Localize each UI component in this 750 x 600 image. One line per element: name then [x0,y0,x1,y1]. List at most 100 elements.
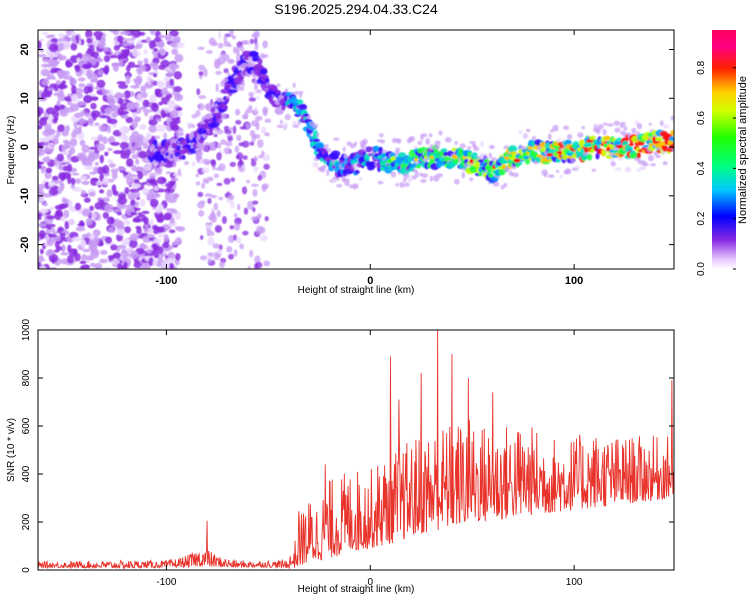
noise-blob [202,178,208,183]
ridge-core [456,152,461,158]
ridge-core [527,146,533,150]
halo-blob [247,42,251,46]
noise-blob [67,254,74,264]
noise-blob [112,63,119,72]
noise-blob [253,166,259,173]
noise-blob [200,200,206,205]
noise-blob [38,223,47,227]
noise-blob [57,93,66,102]
noise-blob [126,40,134,44]
noise-blob [197,46,205,50]
noise-blob [122,171,128,176]
halo-blob [525,128,531,133]
noise-blob [42,202,48,207]
noise-blob [175,226,181,230]
noise-blob [255,261,263,269]
halo-blob [294,90,300,95]
y-tick-label: -20 [19,237,31,253]
noise-blob [160,59,170,68]
noise-blob [223,68,229,74]
noise-blob [217,42,224,49]
noise-blob [81,180,90,185]
noise-blob [79,265,85,269]
noise-blob [134,140,141,150]
noise-blob [249,141,255,146]
halo-blob [566,134,573,140]
noise-blob [166,171,171,175]
noise-blob [45,35,52,39]
noise-blob [46,238,55,246]
noise-blob [83,197,91,203]
noise-blob [40,68,50,77]
halo-blob [454,140,458,146]
noise-blob [49,69,57,74]
noise-blob [250,216,259,221]
noise-blob [250,160,257,167]
noise-blob [97,40,106,49]
ridge-core [524,156,530,160]
noise-blob [95,143,106,152]
noise-blob [65,107,75,113]
noise-blob [256,225,263,235]
halo-blob [639,165,647,171]
ridge-blob [296,99,304,105]
noise-blob [134,207,141,211]
noise-blob [149,94,157,103]
noise-blob [48,43,59,53]
halo-blob [602,128,607,136]
noise-blob [234,217,242,225]
noise-blob [40,165,46,174]
noise-blob [124,149,132,156]
spectrogram-y-ticks: -20 -10 0 10 20 [19,43,674,253]
noise-blob [155,118,162,122]
noise-blob [204,223,213,230]
noise-blob [201,182,206,189]
noise-blob [117,196,128,205]
halo-blob [563,125,570,131]
noise-blob [135,225,142,230]
noise-blob [64,125,70,133]
halo-blob [461,171,466,179]
noise-blob [215,167,222,171]
noise-blob [108,163,116,168]
noise-blob [119,110,129,115]
halo-blob [565,168,572,175]
halo-blob [179,132,184,136]
noise-blob [239,126,247,130]
ridge-blob [354,169,360,175]
noise-blob [46,215,56,220]
noise-blob [57,33,65,38]
noise-blob [169,109,179,118]
noise-blob [85,30,93,39]
halo-blob [175,130,180,138]
ridge-blob [181,154,186,160]
halo-blob [556,137,562,144]
noise-blob [63,150,70,156]
noise-blob [218,196,224,201]
ridge-core [492,165,497,170]
noise-blob [99,249,108,255]
noise-blob [227,136,233,142]
halo-blob [238,45,245,52]
ridge-blob [604,135,611,141]
snr-panel: -100 0 100 0 200 400 600 800 1000 Height of str… [6,318,675,595]
noise-blob [38,147,43,154]
noise-blob [108,227,115,233]
noise-blob [40,116,49,121]
noise-blob [41,92,46,100]
spectrogram-x-axis-label: Height of straight line (km) [298,285,415,296]
halo-blob [570,157,575,164]
noise-blob [148,178,156,185]
snr-x-ticks: -100 0 100 [156,330,583,588]
noise-blob [254,115,263,122]
halo-blob [381,149,388,154]
halo-blob [397,139,402,144]
halo-blob [226,72,231,77]
noise-blob [145,83,154,87]
noise-blob [164,187,171,194]
halo-blob [610,157,615,163]
noise-blob [141,92,148,99]
noise-blob [164,34,173,41]
ridge-blob [210,121,220,128]
noise-blob [41,79,50,86]
